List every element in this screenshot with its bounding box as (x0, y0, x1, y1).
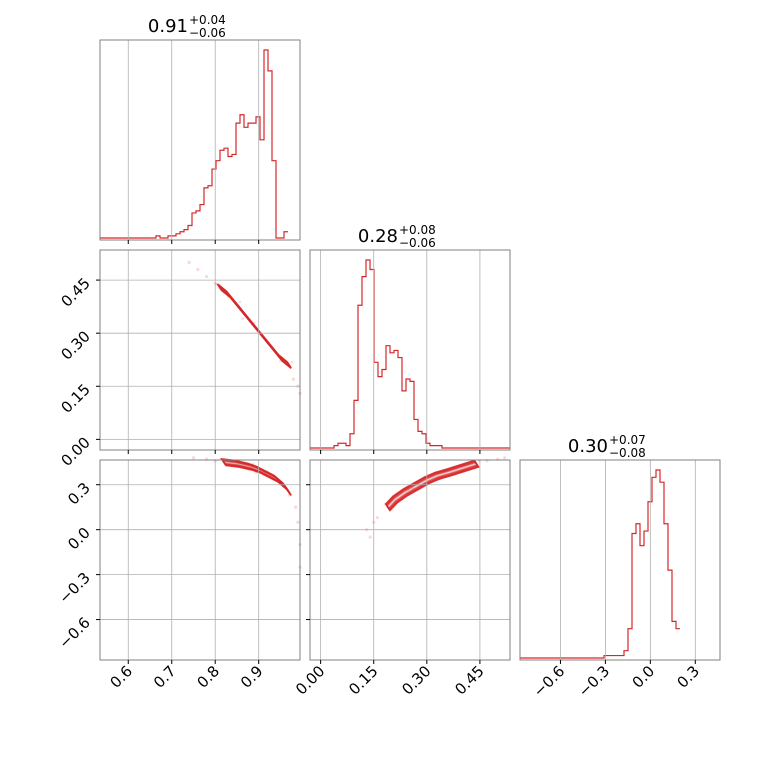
density-contour (220, 457, 292, 496)
x-tick-label: 0.30 (398, 662, 434, 698)
x-tick-label: 0.3 (674, 662, 704, 692)
histogram-panel-3 (520, 469, 680, 659)
y-tick-label: −0.6 (55, 614, 93, 652)
histogram-step-1 (100, 49, 288, 239)
x-tick-label: −0.3 (575, 662, 613, 700)
density-contour (384, 459, 480, 512)
scatter-point (265, 469, 269, 473)
scatter-point (267, 342, 271, 346)
scatter-point (215, 282, 218, 286)
y-tick-label: 0.00 (57, 433, 93, 469)
pair-panel-1-2 (187, 260, 302, 395)
panel-frame (519, 459, 721, 661)
histogram-step-3 (520, 469, 680, 659)
scatter-point (191, 456, 196, 460)
param-title-value-3: 0.30 (568, 436, 608, 457)
param-title-minus-3: −0.08 (609, 446, 646, 460)
y-tick-label: 0.15 (57, 380, 93, 416)
x-tick-label: 0.15 (345, 662, 381, 698)
scatter-point (375, 516, 379, 520)
scatter-point (290, 360, 294, 364)
scatter-point (411, 487, 415, 491)
scatter-point (235, 465, 239, 469)
scatter-point (226, 295, 230, 299)
scatter-point (204, 274, 209, 279)
x-tick-label: 0.8 (193, 662, 223, 692)
scatter-point (251, 462, 255, 466)
histogram-step-2 (310, 259, 510, 449)
scatter-point (280, 481, 284, 485)
x-tick-label: 0.45 (451, 662, 487, 698)
panel-frame (99, 39, 301, 241)
y-tick-label: 0.3 (64, 479, 94, 509)
scatter-point (503, 456, 507, 460)
x-tick-label: 0.00 (292, 662, 328, 698)
param-title-value-2: 0.28 (358, 226, 398, 247)
panel-frame (309, 459, 511, 661)
scatter-point (439, 477, 442, 481)
scatter-point (264, 338, 268, 342)
param-title-plus-1: +0.04 (189, 13, 226, 27)
y-tick-label: −0.3 (55, 569, 93, 607)
scatter-point (460, 469, 464, 473)
x-tick-label: 0.0 (629, 662, 659, 692)
scatter-point (368, 535, 372, 539)
scatter-point (279, 359, 282, 363)
param-title-plus-3: +0.07 (609, 433, 646, 447)
scatter-point (277, 480, 281, 484)
panel-frame (99, 249, 301, 451)
scatter-point (238, 300, 242, 304)
scatter-point (383, 502, 387, 506)
param-title-plus-2: +0.08 (399, 223, 436, 237)
scatter-point (296, 520, 300, 524)
y-tick-label: 0.0 (64, 524, 94, 554)
x-tick-label: 0.9 (237, 662, 267, 692)
x-tick-label: 0.6 (106, 662, 136, 692)
scatter-point (252, 321, 256, 325)
scatter-point (443, 468, 447, 472)
param-title-minus-1: −0.06 (189, 26, 226, 40)
scatter-point (393, 501, 397, 505)
y-tick-label: 0.45 (57, 274, 93, 310)
y-tick-label: 0.30 (57, 327, 93, 363)
param-title-minus-2: −0.06 (399, 236, 436, 250)
scatter-point (254, 471, 258, 475)
x-tick-label: 0.7 (150, 662, 180, 692)
scatter-point (187, 260, 191, 264)
pair-panel-1-3 (191, 456, 302, 569)
scatter-point (407, 487, 410, 491)
scatter-point (294, 505, 298, 509)
scatter-point (196, 267, 200, 272)
scatter-point (287, 493, 291, 497)
x-tick-label: −0.6 (530, 662, 568, 700)
panel-frame (309, 249, 511, 451)
histogram-panel-1 (100, 49, 288, 239)
pair-panel-2-3 (365, 456, 507, 539)
param-title-value-1: 0.91 (148, 16, 188, 37)
histogram-panel-2 (310, 259, 510, 449)
scatter-point (291, 377, 296, 381)
panel-frame (99, 459, 301, 661)
scatter-point (241, 317, 245, 320)
density-contour (216, 283, 292, 369)
